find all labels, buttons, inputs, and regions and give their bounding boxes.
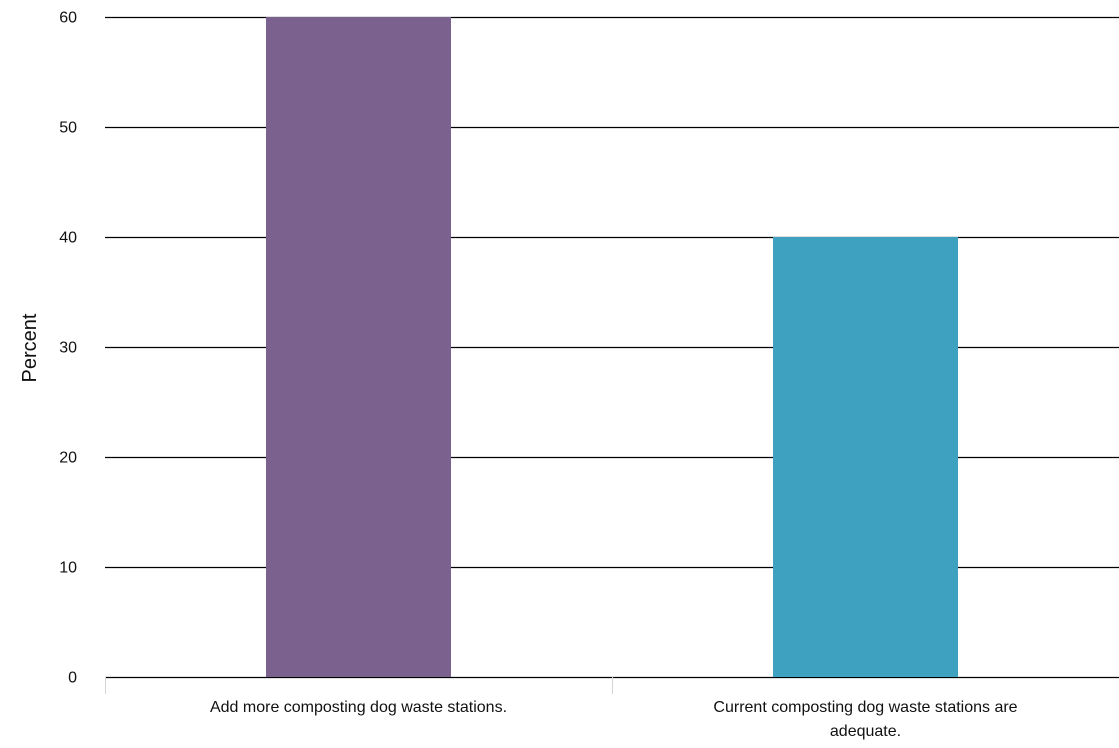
x-axis-ticks — [105, 677, 613, 694]
y-tick-label: 60 — [59, 10, 77, 27]
y-tick-label: 40 — [59, 230, 77, 247]
x-axis-category-labels: Add more composting dog waste stations. C… — [210, 699, 1018, 740]
y-axis-ticks: 0 10 20 30 40 50 60 — [59, 10, 77, 687]
y-tick-label: 50 — [59, 120, 77, 137]
y-tick-label: 0 — [68, 670, 77, 687]
bar — [773, 237, 958, 677]
bar — [266, 17, 451, 677]
y-tick-label: 20 — [59, 450, 77, 467]
x-category-label: Current composting dog waste stations ar… — [713, 699, 1017, 716]
y-tick-label: 10 — [59, 560, 77, 577]
y-axis-title: Percent — [19, 313, 41, 382]
gridlines — [105, 16, 1119, 679]
x-category-label: adequate. — [830, 723, 901, 740]
bars — [266, 17, 958, 677]
x-category-label: Add more composting dog waste stations. — [210, 699, 507, 716]
y-tick-label: 30 — [59, 340, 77, 357]
